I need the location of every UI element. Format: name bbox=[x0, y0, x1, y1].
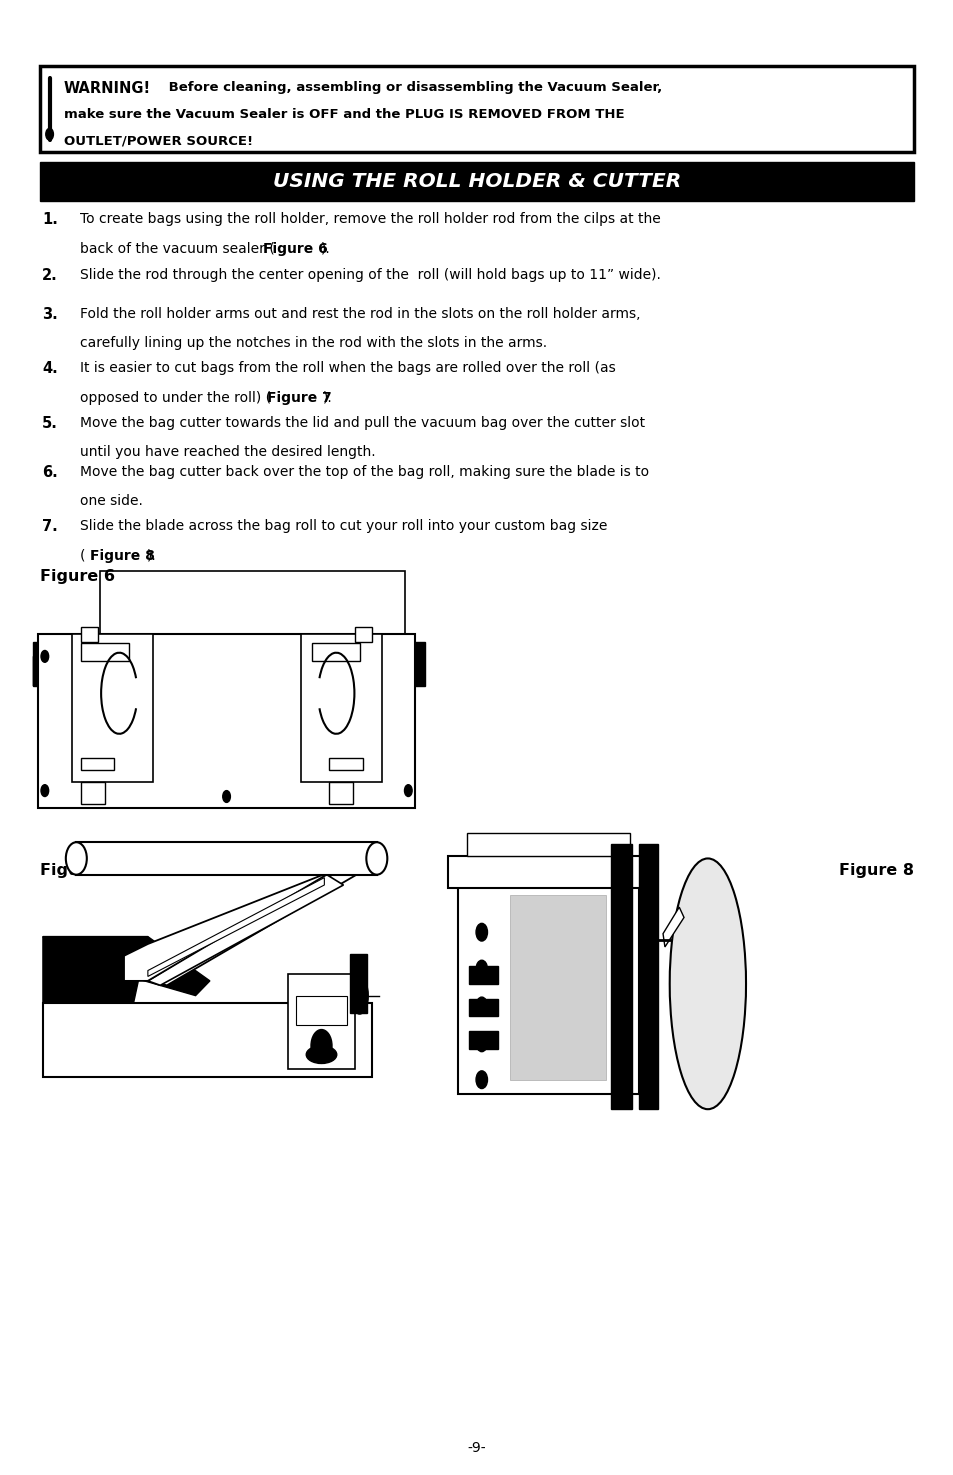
Circle shape bbox=[222, 791, 230, 802]
Text: Slide the rod through the center opening of the  roll (will hold bags up to 11” : Slide the rod through the center opening… bbox=[80, 268, 660, 282]
Text: 5.: 5. bbox=[42, 416, 58, 431]
Text: It is easier to cut bags from the roll when the bags are rolled over the roll (a: It is easier to cut bags from the roll w… bbox=[80, 361, 616, 375]
Text: -9-: -9- bbox=[467, 1441, 486, 1456]
Bar bbox=[100, 571, 405, 649]
Text: back of the vacuum sealer (: back of the vacuum sealer ( bbox=[80, 242, 274, 255]
Text: 3.: 3. bbox=[42, 307, 58, 322]
Ellipse shape bbox=[669, 858, 745, 1109]
Bar bbox=[448, 855, 648, 888]
Text: carefully lining up the notches in the rod with the slots in the arms.: carefully lining up the notches in the r… bbox=[80, 336, 547, 350]
Text: Figure 8: Figure 8 bbox=[838, 863, 913, 878]
Text: Before cleaning, assembling or disassembling the Vacuum Sealer,: Before cleaning, assembling or disassemb… bbox=[164, 81, 661, 94]
Text: Figure 7: Figure 7 bbox=[267, 391, 332, 404]
Polygon shape bbox=[148, 878, 324, 976]
Bar bbox=[469, 1031, 497, 1049]
Polygon shape bbox=[33, 656, 52, 686]
Bar bbox=[33, 642, 424, 686]
Text: Slide the blade across the bag roll to cut your roll into your custom bag size: Slide the blade across the bag roll to c… bbox=[80, 519, 607, 532]
Bar bbox=[457, 873, 639, 1094]
Text: ).: ). bbox=[147, 549, 156, 562]
Text: ).: ). bbox=[323, 391, 333, 404]
Text: Move the bag cutter back over the top of the bag roll, making sure the blade is : Move the bag cutter back over the top of… bbox=[80, 465, 649, 478]
Bar bbox=[288, 974, 355, 1069]
Text: Figure 6: Figure 6 bbox=[40, 569, 115, 584]
Ellipse shape bbox=[351, 976, 368, 1015]
Circle shape bbox=[476, 960, 487, 978]
Text: Fold the roll holder arms out and rest the rod in the slots on the roll holder a: Fold the roll holder arms out and rest t… bbox=[80, 307, 640, 320]
Bar bbox=[71, 634, 152, 782]
Text: opposed to under the roll) (: opposed to under the roll) ( bbox=[80, 391, 271, 404]
Bar bbox=[38, 634, 415, 808]
Text: ).: ). bbox=[320, 242, 330, 255]
Circle shape bbox=[46, 128, 53, 140]
Text: USING THE ROLL HOLDER & CUTTER: USING THE ROLL HOLDER & CUTTER bbox=[273, 173, 680, 190]
Ellipse shape bbox=[66, 842, 87, 875]
Text: OUTLET/POWER SOURCE!: OUTLET/POWER SOURCE! bbox=[64, 134, 253, 148]
Text: make sure the Vacuum Sealer is OFF and the PLUG IS REMOVED FROM THE: make sure the Vacuum Sealer is OFF and t… bbox=[64, 108, 624, 121]
Bar bbox=[329, 758, 362, 770]
Ellipse shape bbox=[306, 1046, 336, 1063]
Circle shape bbox=[476, 923, 487, 941]
Circle shape bbox=[476, 997, 487, 1015]
Bar bbox=[510, 895, 605, 1080]
Text: Figure 7: Figure 7 bbox=[40, 863, 115, 878]
Bar bbox=[610, 844, 631, 1109]
Circle shape bbox=[41, 785, 49, 796]
Bar bbox=[639, 844, 658, 1109]
Bar bbox=[355, 627, 372, 642]
Polygon shape bbox=[148, 873, 343, 985]
Bar bbox=[40, 66, 913, 152]
Text: To create bags using the roll holder, remove the roll holder rod from the cilps : To create bags using the roll holder, re… bbox=[80, 212, 660, 226]
Polygon shape bbox=[148, 863, 376, 985]
Text: Move the bag cutter towards the lid and pull the vacuum bag over the cutter slot: Move the bag cutter towards the lid and … bbox=[80, 416, 644, 429]
Polygon shape bbox=[662, 907, 683, 947]
Bar bbox=[350, 954, 367, 1013]
Text: 2.: 2. bbox=[42, 268, 58, 283]
Bar bbox=[81, 643, 129, 661]
Text: Figure 8: Figure 8 bbox=[90, 549, 154, 562]
Ellipse shape bbox=[366, 842, 387, 875]
Circle shape bbox=[476, 1071, 487, 1089]
Bar bbox=[43, 1003, 372, 1077]
Text: 4.: 4. bbox=[42, 361, 58, 376]
Bar bbox=[81, 627, 98, 642]
Bar bbox=[81, 782, 105, 804]
Bar bbox=[295, 996, 347, 1025]
Polygon shape bbox=[124, 863, 353, 981]
Bar bbox=[469, 999, 497, 1016]
Bar bbox=[76, 842, 376, 875]
Text: 1.: 1. bbox=[42, 212, 58, 227]
Polygon shape bbox=[43, 937, 148, 1003]
Bar bbox=[312, 643, 359, 661]
Circle shape bbox=[41, 650, 49, 662]
Text: one side.: one side. bbox=[80, 494, 143, 507]
Bar bbox=[467, 833, 629, 855]
Bar bbox=[469, 966, 497, 984]
Circle shape bbox=[404, 785, 412, 796]
Bar bbox=[40, 162, 913, 201]
Text: Figure 6: Figure 6 bbox=[263, 242, 328, 255]
Text: 6.: 6. bbox=[42, 465, 58, 479]
Text: 7.: 7. bbox=[42, 519, 58, 534]
Text: (: ( bbox=[80, 549, 86, 562]
Circle shape bbox=[476, 1034, 487, 1052]
Text: until you have reached the desired length.: until you have reached the desired lengt… bbox=[80, 445, 375, 459]
Bar bbox=[300, 634, 381, 782]
Ellipse shape bbox=[311, 1030, 332, 1062]
Text: WARNING!: WARNING! bbox=[64, 81, 151, 96]
Bar bbox=[81, 758, 114, 770]
Bar bbox=[329, 782, 353, 804]
Polygon shape bbox=[43, 937, 210, 996]
